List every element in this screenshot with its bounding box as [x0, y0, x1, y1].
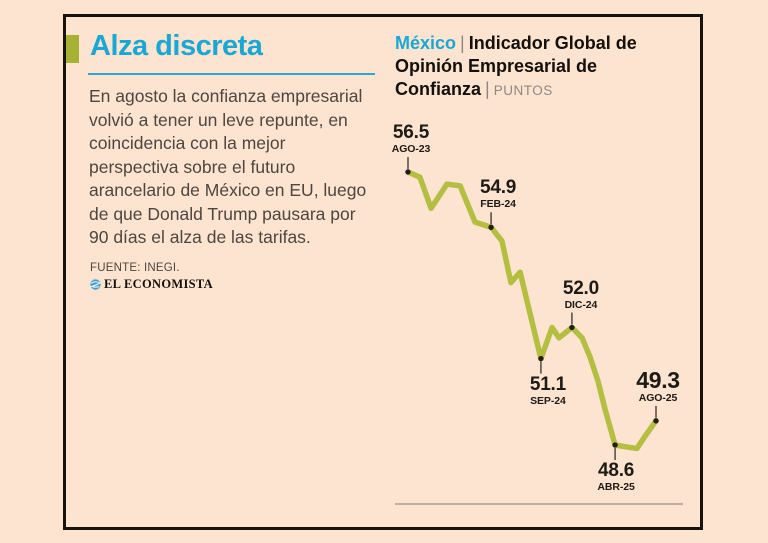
point-date: FEB-24	[480, 198, 516, 211]
point-value: 51.1	[529, 373, 567, 395]
point-label: 48.6 ABR-25	[597, 461, 634, 494]
point-value: 56.5	[392, 122, 430, 143]
headline-underline	[88, 73, 375, 75]
header-separator: |	[485, 79, 490, 99]
brand-name: EL ECONOMISTA	[104, 277, 213, 291]
chart-title-line1: Indicador Global	[468, 33, 611, 53]
globe-icon	[90, 279, 101, 290]
chart-unit-label: PUNTOS	[493, 83, 553, 98]
point-value: 49.3	[636, 366, 680, 393]
point-label: 52.0 DIC-24	[562, 277, 600, 312]
point-date: AGO-23	[391, 143, 431, 155]
point-date: SEP-24	[530, 394, 566, 407]
point-label: 51.1 SEP-24	[529, 373, 567, 408]
point-label: 56.5 AGO-23	[392, 123, 431, 156]
chart-title-line2: de Opinión Empresarial de	[395, 33, 637, 76]
chart-header: México | Indicador Global de Opinión Empre…	[395, 32, 705, 102]
point-value: 54.9	[479, 177, 517, 199]
header-separator: |	[460, 33, 465, 53]
accent-bar	[66, 35, 79, 63]
chart-region-label: México	[395, 33, 457, 53]
point-value: 48.6	[597, 460, 635, 482]
point-date: DIC-24	[564, 298, 598, 311]
intro-paragraph: En agosto la confianza empresarial volvi…	[89, 86, 367, 247]
point-date: ABR-25	[597, 481, 635, 494]
chart-title-line3: Confianza	[395, 79, 482, 99]
source-note: FUENTE: INEGI.	[90, 262, 180, 274]
infographic-frame	[63, 14, 703, 530]
point-date: AGO-25	[638, 391, 678, 404]
point-value: 52.0	[562, 277, 600, 299]
point-label: 49.3 AGO-25	[636, 368, 680, 405]
brand-row: EL ECONOMISTA	[90, 278, 213, 291]
headline: Alza discreta	[90, 30, 263, 62]
point-label: 54.9 FEB-24	[480, 178, 516, 211]
